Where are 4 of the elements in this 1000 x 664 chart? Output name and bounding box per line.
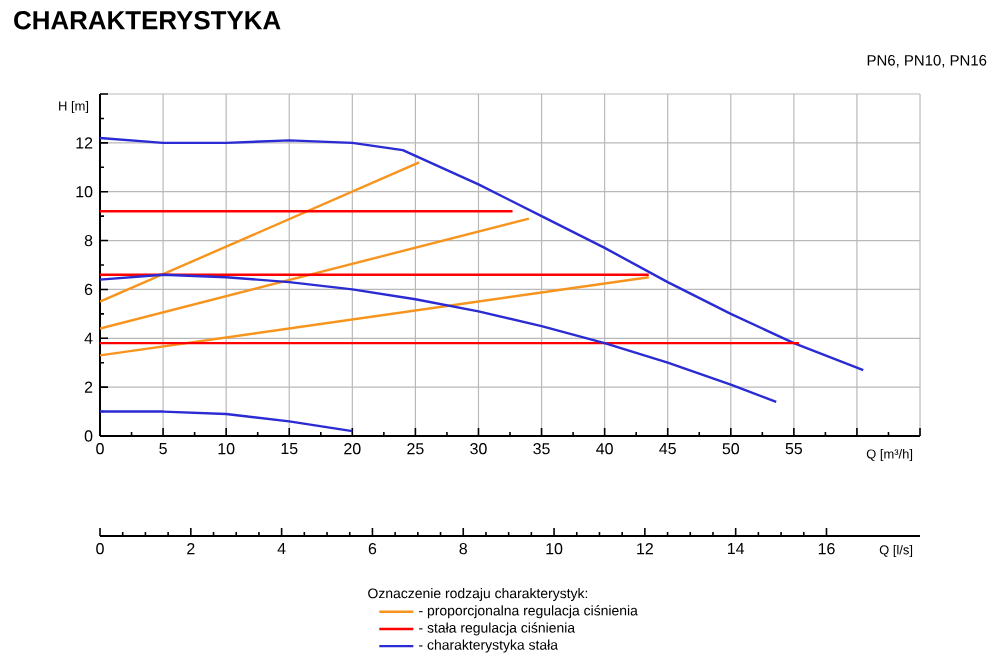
line-series bbox=[100, 273, 778, 403]
chart-title: CHARAKTERYSTYKA bbox=[14, 11, 281, 30]
line-series bbox=[100, 136, 865, 372]
line-series bbox=[100, 410, 354, 433]
